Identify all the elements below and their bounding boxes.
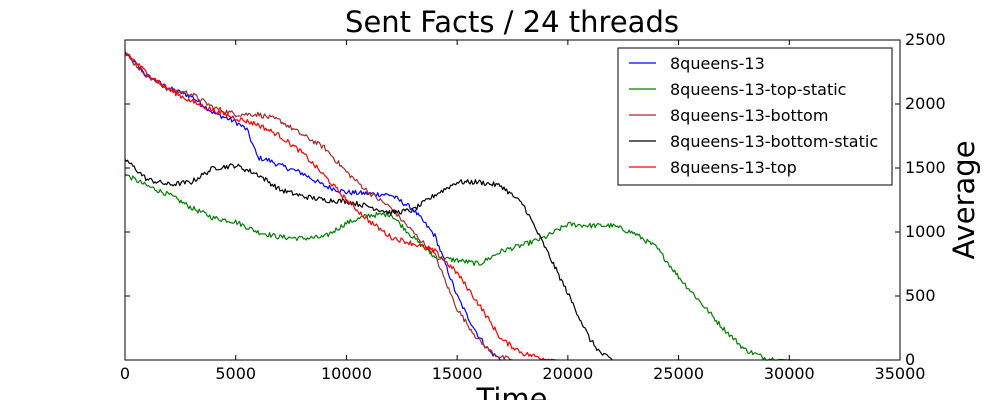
legend: 8queens-13 8queens-13-top-static 8queens-1… [617, 47, 893, 186]
y-tick-label: 2500 [905, 30, 946, 49]
y-tick-label: 2000 [905, 94, 946, 113]
plot-frame [124, 39, 901, 361]
legend-entry-label: 8queens-13-bottom [670, 106, 828, 125]
x-axis-label: Time [476, 382, 548, 400]
legend-entry-label: 8queens-13 [670, 54, 765, 73]
series-layer [124, 50, 801, 361]
x-tick-label: 10000 [321, 364, 372, 383]
series-line-4 [124, 50, 557, 361]
series-line-2 [124, 53, 513, 361]
legend-entry-label: 8queens-13-bottom-static [670, 132, 878, 151]
x-axis: 0 5000 10000 15000 20000 25000 30000 35000 [120, 40, 926, 383]
x-tick-label: 35000 [875, 364, 926, 383]
series-line-1 [124, 174, 801, 361]
y-tick-label: 1500 [905, 158, 946, 177]
x-tick-label: 20000 [542, 364, 593, 383]
x-tick-label: 5000 [215, 364, 256, 383]
y-tick-label: 1000 [905, 222, 946, 241]
x-tick-label: 0 [120, 364, 130, 383]
legend-box [617, 47, 893, 186]
y-axis-label: Average [947, 140, 981, 259]
y-axis: 0 500 1000 1500 2000 2500 [125, 30, 946, 369]
series-line-3 [124, 159, 613, 361]
x-tick-label: 15000 [432, 364, 483, 383]
x-tick-label: 25000 [653, 364, 704, 383]
series-line-0 [124, 51, 502, 361]
x-tick-label: 30000 [764, 364, 815, 383]
y-tick-label: 0 [905, 350, 915, 369]
chart-title: Sent Facts / 24 threads [345, 5, 679, 39]
legend-entry-label: 8queens-13-top-static [670, 80, 846, 99]
legend-entry-label: 8queens-13-top [670, 158, 797, 177]
y-tick-label: 500 [905, 286, 936, 305]
